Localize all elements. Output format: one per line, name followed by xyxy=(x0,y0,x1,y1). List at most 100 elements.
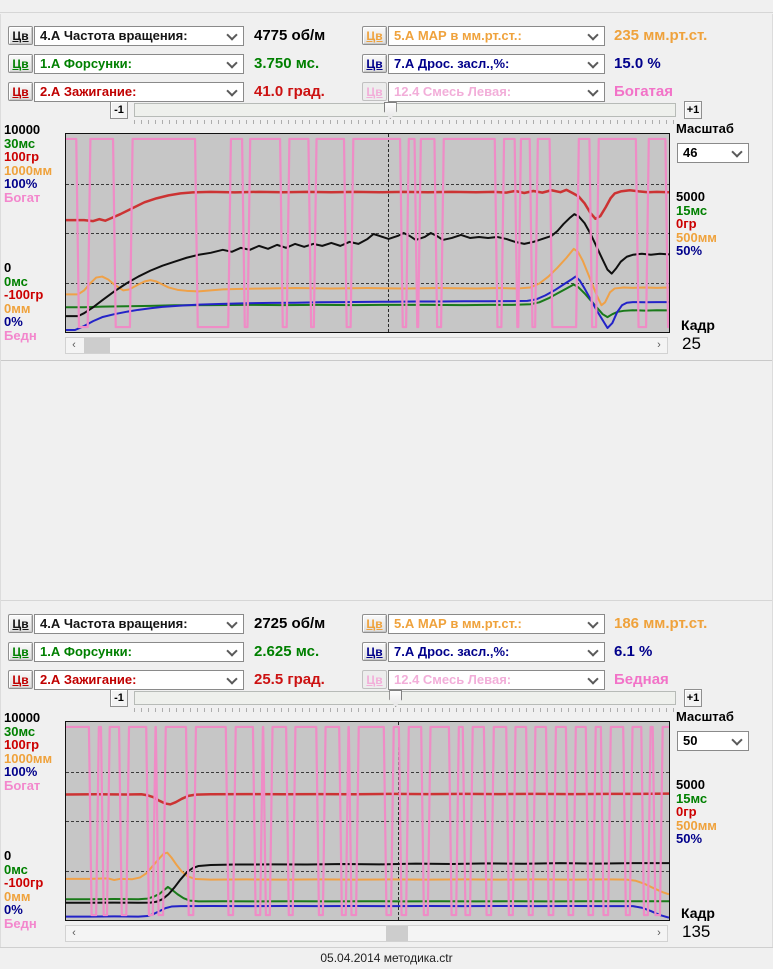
scroll-right-arrow[interactable]: › xyxy=(651,926,667,941)
frame-position-slider[interactable] xyxy=(134,102,676,119)
axis-label: 30мс xyxy=(4,135,36,151)
frame-step-forward-button[interactable]: +1 xyxy=(684,689,702,707)
scale-select[interactable]: 50 xyxy=(677,731,749,751)
axis-label: 0мс xyxy=(4,273,28,289)
scale-label: Масштаб xyxy=(676,709,734,724)
left-axis-min-labels: 0 0мс -100гр 0мм 0% Бедн xyxy=(4,849,43,930)
right-axis-mid-labels: 5000 15мс 0гр 500мм 50% xyxy=(676,778,717,846)
slider-tick-marks xyxy=(134,708,674,712)
channel-color-button[interactable]: Цв xyxy=(362,670,387,689)
channel-select[interactable]: 5.А МАР в мм.рт.ст.: xyxy=(388,26,605,46)
channel-color-button[interactable]: Цв xyxy=(8,614,33,633)
axis-label: 30мс xyxy=(4,723,36,739)
channel-color-button[interactable]: Цв xyxy=(362,642,387,661)
frame-step-forward-button[interactable]: +1 xyxy=(684,101,702,119)
gridline xyxy=(66,183,669,185)
chevron-down-icon xyxy=(587,85,599,97)
measure-cursor-line[interactable] xyxy=(397,722,399,920)
scrollbar-thumb[interactable] xyxy=(386,926,408,941)
measure-cursor-line[interactable] xyxy=(388,134,389,332)
channel-color-button[interactable]: Цв xyxy=(362,54,387,73)
slider-thumb[interactable] xyxy=(389,690,403,707)
channel-select[interactable]: 4.А Частота вращения: xyxy=(34,614,244,634)
slider-thumb[interactable] xyxy=(383,102,397,119)
axis-label: 500мм xyxy=(676,229,717,245)
channel-color-button[interactable]: Цв xyxy=(362,614,387,633)
axis-label: -100гр xyxy=(4,287,44,302)
frame-step-back-button[interactable]: -1 xyxy=(110,101,128,119)
scrollbar-thumb[interactable] xyxy=(84,338,110,353)
channel-select-value: 2.А Зажигание: xyxy=(40,84,137,99)
channel-color-button[interactable]: Цв xyxy=(8,54,33,73)
scroll-left-arrow[interactable]: ‹ xyxy=(66,338,82,353)
channel-select-value: 1.А Форсунки: xyxy=(40,644,132,659)
trace-mixture xyxy=(66,727,669,915)
left-axis-max-labels: 10000 30мс 100гр 1000мм 100% Богат xyxy=(4,123,52,204)
chart-scrollbar[interactable]: ‹ › xyxy=(65,337,668,354)
chart-scrollbar[interactable]: ‹ › xyxy=(65,925,668,942)
scroll-right-arrow[interactable]: › xyxy=(651,338,667,353)
chevron-down-icon xyxy=(226,85,238,97)
channel-color-button[interactable]: Цв xyxy=(8,670,33,689)
channel-value: 15.0 % xyxy=(614,55,661,72)
gridline xyxy=(66,821,669,822)
channel-color-button[interactable]: Цв xyxy=(8,82,33,101)
axis-label: 0мс xyxy=(4,861,28,877)
channel-select[interactable]: 12.4 Смесь Левая: xyxy=(388,82,605,102)
channel-color-button[interactable]: Цв xyxy=(362,26,387,45)
axis-label: 0 xyxy=(4,848,12,863)
axis-label: Бедн xyxy=(4,915,37,931)
chevron-down-icon xyxy=(587,617,599,629)
trace-injectors xyxy=(66,284,669,317)
axis-label: 15мс xyxy=(676,790,708,806)
channel-color-button[interactable]: Цв xyxy=(362,82,387,101)
channel-select[interactable]: 1.А Форсунки: xyxy=(34,642,244,662)
channel-select[interactable]: 1.А Форсунки: xyxy=(34,54,244,74)
axis-label: -100гр xyxy=(4,875,44,890)
axis-label: 15мс xyxy=(676,202,708,218)
channel-select-value: 12.4 Смесь Левая: xyxy=(394,84,512,99)
scale-value: 50 xyxy=(683,733,698,748)
channel-select[interactable]: 7.А Дрос. засл.,%: xyxy=(388,642,605,662)
chevron-down-icon xyxy=(587,645,599,657)
axis-label: 50% xyxy=(676,243,703,258)
axis-label: 0% xyxy=(4,314,23,329)
channel-value: 25.5 град. xyxy=(254,671,325,688)
axis-label: 500мм xyxy=(676,817,717,833)
channel-value: 235 мм.рт.ст. xyxy=(614,27,708,44)
axis-label: 10000 xyxy=(4,710,41,725)
channel-select[interactable]: 5.А МАР в мм.рт.ст.: xyxy=(388,614,605,634)
chart-area[interactable] xyxy=(65,133,670,333)
chevron-down-icon xyxy=(226,673,238,685)
channel-select-value: 5.А МАР в мм.рт.ст.: xyxy=(394,28,522,43)
chevron-down-icon xyxy=(226,57,238,69)
channel-select-value: 1.А Форсунки: xyxy=(40,56,132,71)
channel-select[interactable]: 2.А Зажигание: xyxy=(34,82,244,102)
chevron-down-icon xyxy=(587,29,599,41)
gridline xyxy=(66,870,669,872)
channel-value: 2725 об/м xyxy=(254,615,326,632)
frame-step-back-button[interactable]: -1 xyxy=(110,689,128,707)
gridline xyxy=(66,771,669,773)
axis-label: 0мм xyxy=(4,300,31,316)
axis-label: Богат xyxy=(4,189,41,205)
channel-value: 2.625 мс. xyxy=(254,643,320,660)
frame-position-slider[interactable] xyxy=(134,690,676,707)
channel-select[interactable]: 2.А Зажигание: xyxy=(34,670,244,690)
chart-traces xyxy=(66,722,669,920)
scale-select[interactable]: 46 xyxy=(677,143,749,163)
channel-color-button[interactable]: Цв xyxy=(8,26,33,45)
right-axis-mid-labels: 5000 15мс 0гр 500мм 50% xyxy=(676,190,717,258)
channel-value: 186 мм.рт.ст. xyxy=(614,615,708,632)
status-file-text: 05.04.2014 методика.ctr xyxy=(320,951,453,965)
axis-label: 100гр xyxy=(4,149,40,164)
chart-area[interactable] xyxy=(65,721,670,921)
channel-select[interactable]: 4.А Частота вращения: xyxy=(34,26,244,46)
status-bar: 05.04.2014 методика.ctr xyxy=(0,947,773,969)
channel-select[interactable]: 7.А Дрос. засл.,%: xyxy=(388,54,605,74)
channel-color-button[interactable]: Цв xyxy=(8,642,33,661)
gridline xyxy=(66,233,669,234)
scroll-left-arrow[interactable]: ‹ xyxy=(66,926,82,941)
axis-label: 10000 xyxy=(4,122,41,137)
channel-select[interactable]: 12.4 Смесь Левая: xyxy=(388,670,605,690)
